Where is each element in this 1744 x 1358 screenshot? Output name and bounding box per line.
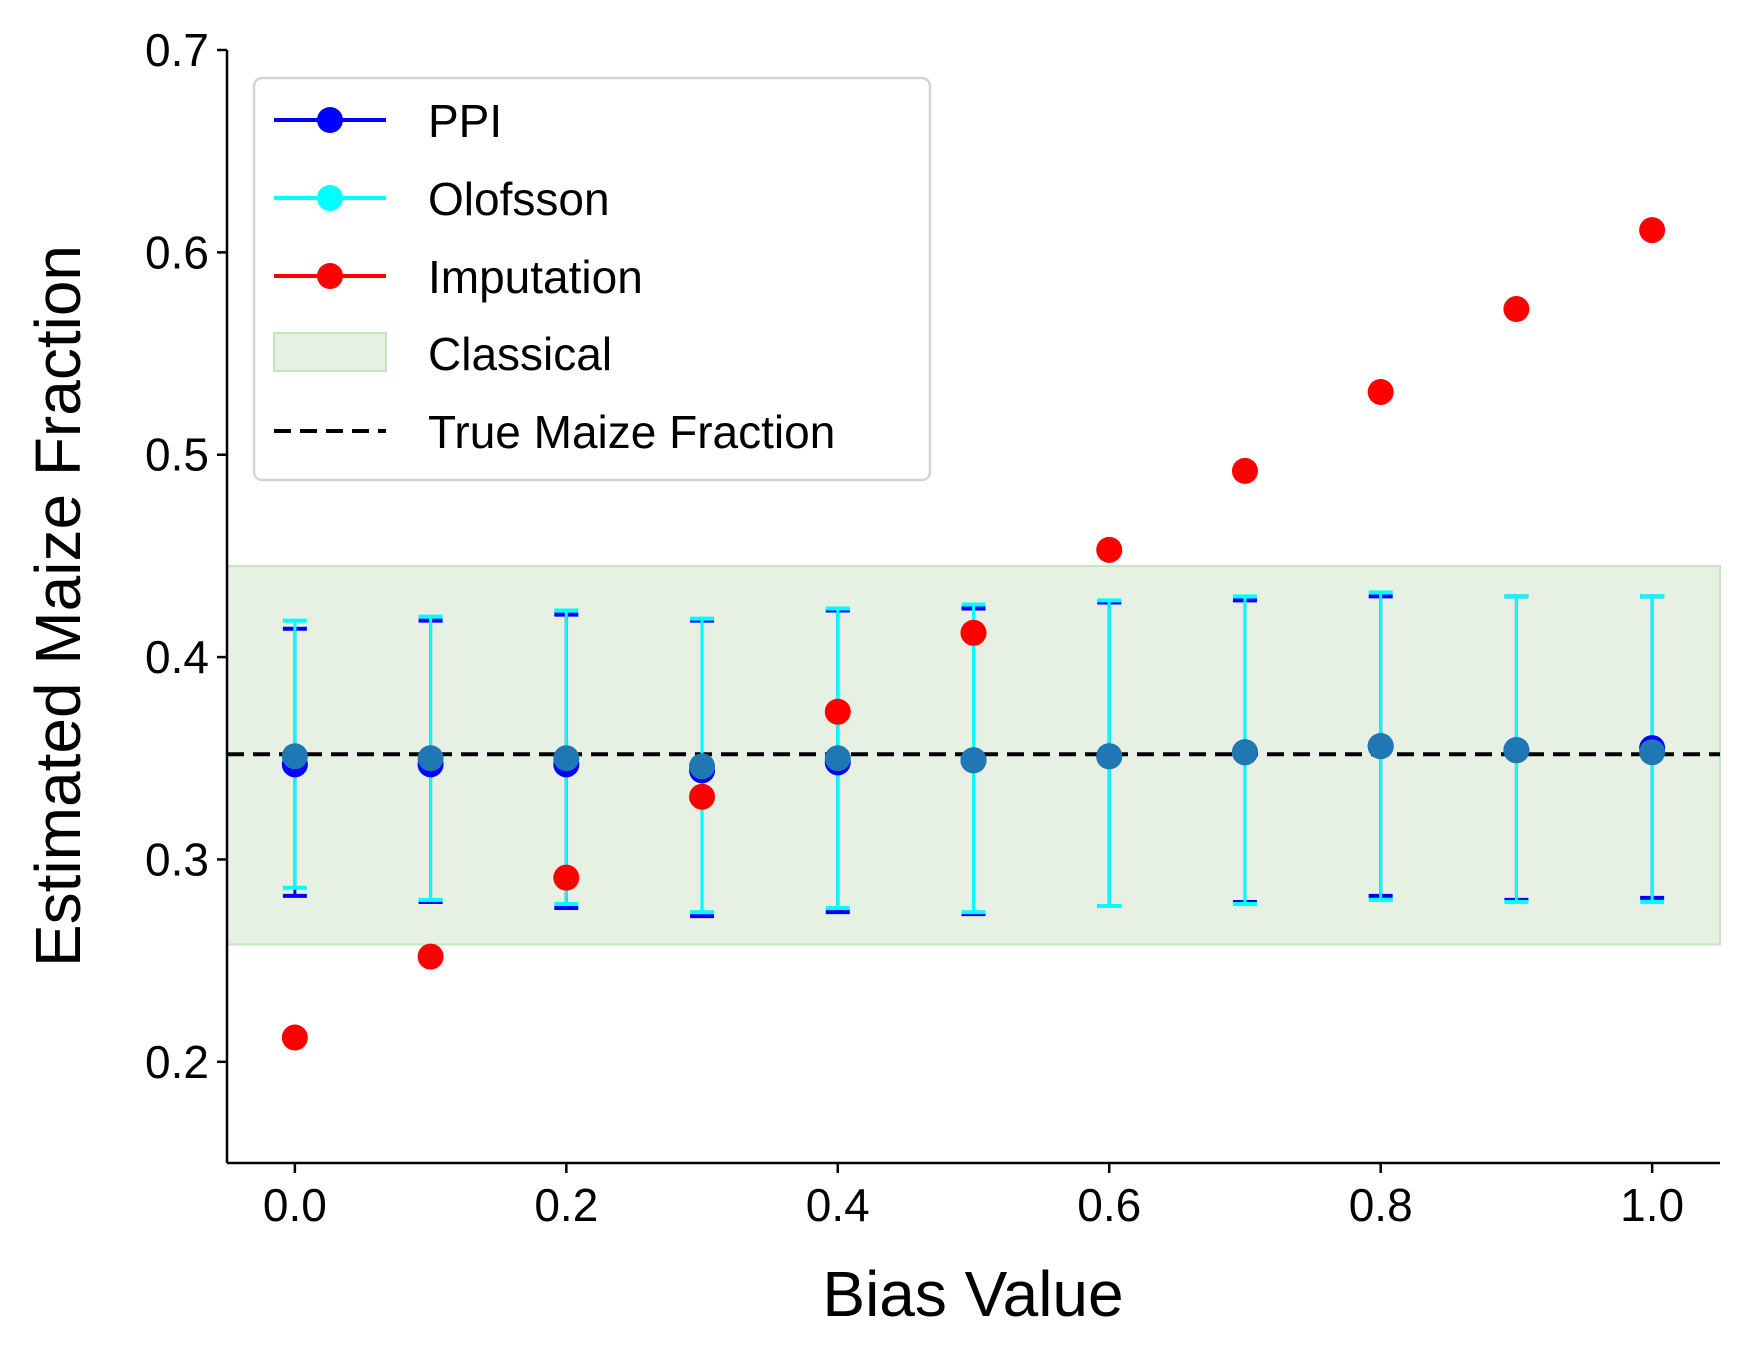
y-tick-label: 0.4 (145, 631, 209, 683)
legend-label-classical: Classical (428, 328, 612, 380)
legend-label-true-maize-fraction: True Maize Fraction (428, 406, 835, 458)
legend-marker-imputation (317, 263, 343, 289)
imputation-point (281, 1024, 308, 1051)
olofsson-point (960, 747, 987, 774)
olofsson-point (417, 745, 444, 772)
y-tick-label: 0.3 (145, 833, 209, 885)
olofsson-point (689, 753, 716, 780)
imputation-point (1367, 378, 1394, 405)
x-tick-label: 0.4 (806, 1179, 870, 1231)
x-tick-label: 0.8 (1349, 1179, 1413, 1231)
imputation-point (1096, 536, 1123, 563)
legend-entry-true-maize-fraction: True Maize Fraction (274, 406, 835, 458)
olofsson-point (1231, 739, 1258, 766)
x-tick-label: 0.0 (263, 1179, 327, 1231)
x-axis-title: Bias Value (822, 1258, 1123, 1330)
legend-entry-ppi: PPI (274, 95, 502, 147)
y-tick-label: 0.6 (145, 226, 209, 278)
y-ticks: 0.2 0.3 0.4 0.5 0.6 0.7 (145, 24, 227, 1088)
imputation-point (553, 864, 580, 891)
x-ticks: 0.0 0.2 0.4 0.6 0.8 1.0 (263, 1163, 1684, 1231)
legend-frame (252, 76, 932, 482)
axes (225, 50, 1720, 1165)
y-tick-label: 0.2 (145, 1036, 209, 1088)
imputation-point (824, 698, 851, 725)
y-tick-label: 0.7 (145, 24, 209, 76)
imputation-point (1231, 457, 1258, 484)
legend-label-olofsson: Olofsson (428, 173, 610, 225)
y-axis-title: Estimated Maize Fraction (22, 245, 94, 967)
olofsson-point (1639, 739, 1666, 766)
legend: PPI Olofsson Imputation Classical True M… (252, 76, 932, 482)
x-tick-label: 1.0 (1620, 1179, 1684, 1231)
legend-swatch-classical (273, 332, 387, 372)
olofsson-point (824, 745, 851, 772)
imputation-point (960, 619, 987, 646)
legend-entry-olofsson: Olofsson (274, 173, 610, 225)
legend-label-ppi: PPI (428, 95, 502, 147)
legend-entry-imputation: Imputation (274, 251, 643, 303)
imputation-point (417, 943, 444, 970)
legend-label-imputation: Imputation (428, 251, 643, 303)
imputation-point (1639, 217, 1666, 244)
olofsson-point (1096, 743, 1123, 770)
olofsson-point (553, 745, 580, 772)
y-tick-label: 0.5 (145, 429, 209, 481)
data-point-layer (281, 217, 1666, 1051)
imputation-point (689, 783, 716, 810)
olofsson-point (1503, 737, 1530, 764)
legend-marker-olofsson (317, 185, 343, 211)
imputation-point (1503, 296, 1530, 323)
x-tick-label: 0.2 (534, 1179, 598, 1231)
legend-entry-classical: Classical (273, 328, 612, 380)
olofsson-point (281, 743, 308, 770)
olofsson-point (1367, 733, 1394, 760)
x-tick-label: 0.6 (1077, 1179, 1141, 1231)
legend-marker-ppi (317, 107, 343, 133)
